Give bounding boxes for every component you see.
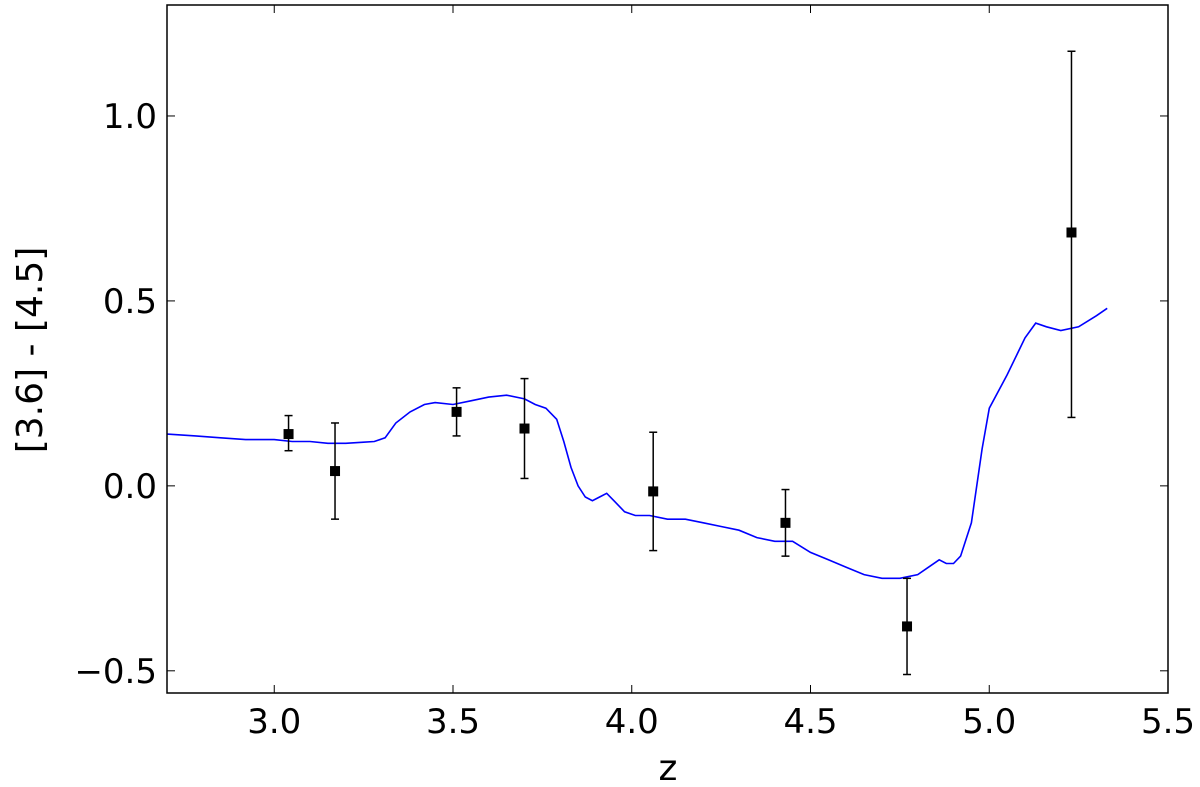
ticks: 3.0 3.5 4.0 4.5 5.0 5.5 −0.5 0.0 0.5 1.0	[74, 5, 1195, 742]
x-tick-label: 4.5	[783, 702, 837, 742]
series-group	[167, 50, 1108, 676]
x-tick-label: 5.0	[962, 702, 1016, 742]
data-point	[648, 486, 659, 497]
x-tick-label: 5.5	[1141, 702, 1195, 742]
data-point	[902, 621, 913, 632]
y-tick-label: −0.5	[74, 652, 157, 692]
x-tick-label: 3.0	[247, 702, 301, 742]
plot-area	[167, 50, 1108, 676]
x-tick-label: 3.5	[426, 702, 480, 742]
y-tick-label: 1.0	[103, 97, 157, 137]
data-point	[1066, 227, 1077, 238]
data-point	[283, 429, 294, 440]
data-point	[330, 466, 341, 477]
x-tick-label: 4.0	[605, 702, 659, 742]
plot-frame	[166, 4, 1169, 694]
y-tick-label: 0.0	[103, 467, 157, 507]
model-curve	[167, 307, 1108, 580]
data-point	[780, 517, 791, 528]
y-tick-label: 0.5	[103, 282, 157, 322]
labels: z [3.6] - [4.5]	[10, 247, 677, 787]
data-point	[519, 423, 530, 434]
x-axis-label: z	[659, 748, 678, 787]
data-point	[451, 406, 462, 417]
y-axis-label: [3.6] - [4.5]	[10, 247, 51, 454]
